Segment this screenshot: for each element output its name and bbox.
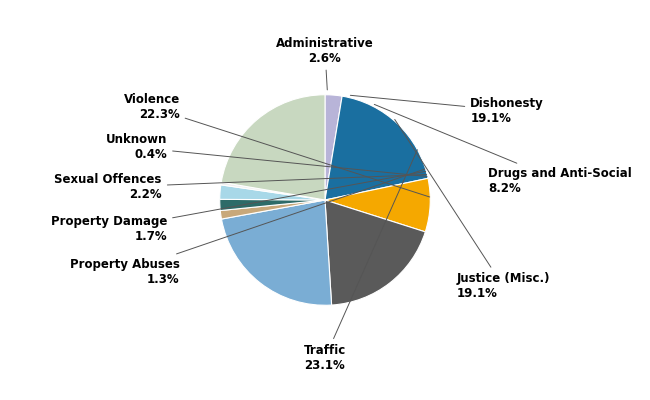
Wedge shape [221, 95, 325, 200]
Text: Dishonesty
19.1%: Dishonesty 19.1% [350, 95, 544, 124]
Wedge shape [220, 185, 325, 200]
Text: Drugs and Anti-Social
8.2%: Drugs and Anti-Social 8.2% [374, 104, 632, 195]
Text: Justice (Misc.)
19.1%: Justice (Misc.) 19.1% [395, 120, 550, 300]
Wedge shape [325, 95, 342, 200]
Text: Administrative
2.6%: Administrative 2.6% [276, 36, 374, 90]
Text: Sexual Offences
2.2%: Sexual Offences 2.2% [55, 173, 426, 201]
Text: Property Damage
1.7%: Property Damage 1.7% [51, 171, 426, 244]
Wedge shape [325, 200, 425, 305]
Wedge shape [325, 96, 428, 200]
Wedge shape [221, 182, 325, 200]
Wedge shape [325, 178, 430, 232]
Text: Traffic
23.1%: Traffic 23.1% [304, 150, 417, 372]
Text: Property Abuses
1.3%: Property Abuses 1.3% [70, 169, 425, 286]
Wedge shape [220, 200, 325, 219]
Wedge shape [222, 200, 332, 305]
Wedge shape [220, 199, 325, 210]
Text: Unknown
0.4%: Unknown 0.4% [106, 133, 427, 176]
Text: Violence
22.3%: Violence 22.3% [124, 93, 430, 197]
